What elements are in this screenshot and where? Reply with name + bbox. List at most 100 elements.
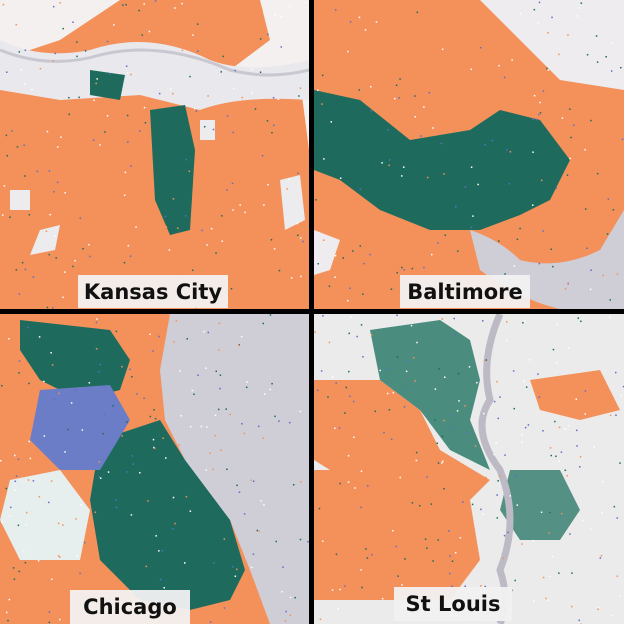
dot	[158, 335, 160, 338]
dot	[331, 589, 334, 591]
teal-area	[370, 320, 490, 470]
dot	[596, 61, 599, 63]
dot	[104, 131, 106, 133]
dot	[31, 88, 33, 91]
dot	[388, 164, 390, 167]
orange-area	[530, 370, 620, 420]
dot	[99, 144, 101, 146]
dot	[153, 409, 155, 411]
baltimore-map	[314, 0, 624, 309]
dot	[334, 9, 337, 11]
dot	[153, 447, 156, 450]
dot	[533, 8, 536, 11]
dot	[363, 262, 365, 265]
dot	[275, 540, 277, 543]
dot	[126, 114, 129, 117]
dot	[50, 352, 52, 354]
dot	[349, 287, 351, 290]
dot	[53, 190, 55, 193]
dot	[195, 617, 198, 619]
dot	[348, 332, 350, 335]
dot	[240, 335, 243, 338]
dot	[371, 553, 373, 556]
dot	[15, 23, 18, 26]
dot	[141, 34, 143, 36]
city-label: Chicago	[83, 595, 177, 619]
dot	[359, 245, 361, 247]
dot	[619, 462, 621, 464]
dot	[395, 251, 398, 254]
dot	[483, 359, 486, 362]
dot	[610, 70, 613, 72]
dot	[81, 429, 84, 431]
dot	[256, 529, 259, 532]
dot	[387, 129, 389, 131]
dot	[468, 366, 471, 368]
dot	[99, 363, 102, 366]
dot	[578, 619, 580, 622]
dot	[203, 125, 206, 128]
dot	[56, 146, 59, 148]
dot	[121, 435, 123, 437]
dot	[259, 38, 262, 40]
dot	[214, 414, 217, 417]
dot	[396, 271, 398, 274]
dot	[567, 283, 569, 285]
dot	[437, 539, 439, 541]
dot	[457, 250, 459, 252]
dot	[189, 230, 191, 233]
dot	[174, 522, 176, 525]
dot	[197, 19, 199, 21]
dot	[143, 397, 145, 400]
dot	[527, 424, 530, 426]
lake	[160, 314, 309, 624]
dot	[334, 427, 336, 430]
dot	[602, 274, 604, 277]
dot	[35, 450, 38, 453]
dot	[286, 188, 288, 190]
dot	[22, 379, 25, 381]
dot	[463, 47, 465, 49]
dot	[328, 285, 331, 288]
dot	[76, 555, 79, 557]
dot	[443, 376, 446, 379]
dot	[611, 614, 614, 617]
kansas-city-map	[0, 0, 309, 309]
dot	[477, 183, 479, 186]
dot	[344, 412, 346, 414]
dot	[205, 469, 207, 471]
dot	[98, 476, 101, 478]
dot	[234, 575, 237, 578]
dot	[232, 131, 234, 134]
dot	[402, 166, 405, 168]
dot	[399, 515, 402, 517]
dot	[316, 389, 319, 392]
dot	[281, 590, 283, 593]
dot	[551, 555, 554, 558]
dot	[570, 136, 572, 139]
dot	[242, 7, 245, 10]
dot	[25, 511, 28, 514]
dot	[14, 480, 17, 483]
dot	[367, 485, 369, 487]
dot	[183, 562, 186, 564]
dot	[24, 561, 27, 564]
dot	[392, 391, 395, 394]
dot	[90, 566, 92, 568]
dot	[24, 268, 27, 271]
dot	[285, 610, 287, 613]
dot	[271, 131, 273, 134]
chicago-map	[0, 314, 309, 624]
dot	[300, 275, 302, 278]
dot	[232, 209, 234, 211]
dot	[88, 243, 90, 246]
dot	[358, 242, 360, 244]
dot	[609, 316, 611, 318]
dot	[280, 15, 282, 18]
dot	[605, 55, 607, 58]
dot	[127, 462, 129, 464]
dot	[367, 466, 370, 468]
dot	[388, 409, 391, 411]
dot	[590, 119, 592, 122]
dot	[116, 456, 118, 459]
